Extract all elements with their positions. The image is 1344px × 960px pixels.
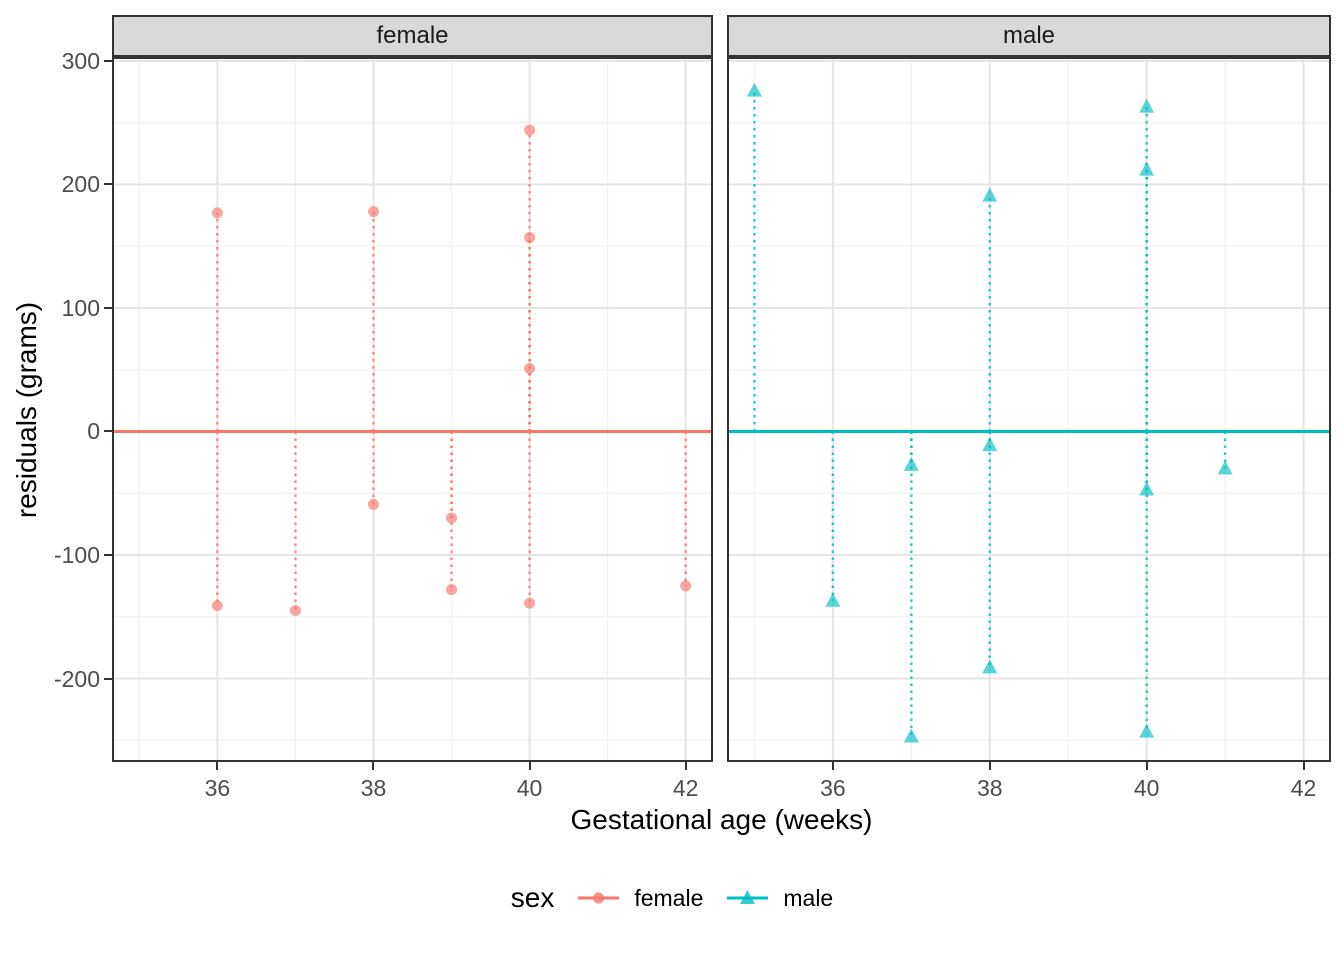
x-tick-label: 36 [204, 775, 231, 801]
panel-border [727, 57, 1331, 762]
y-tick-mark [104, 553, 112, 556]
y-axis-title: residuals (grams) [11, 301, 42, 519]
y-tick-mark [104, 677, 112, 680]
x-tick-label: 40 [516, 775, 543, 801]
facet-strip-label-female: female [376, 22, 449, 49]
x-tick-label: 40 [1133, 775, 1160, 801]
x-axis-title: Gestational age (weeks) [570, 804, 873, 835]
data-point [211, 600, 223, 612]
y-tick-label: 200 [61, 171, 100, 198]
legend-title: sex [510, 882, 555, 913]
data-point [446, 584, 458, 596]
legend-key-female-icon [578, 892, 620, 904]
panel-female [112, 57, 713, 762]
panel-border [112, 57, 713, 762]
data-point [1139, 161, 1155, 176]
data-point [746, 82, 762, 97]
data-point [524, 124, 536, 136]
legend-label-female: female [634, 884, 704, 911]
data-point [1217, 460, 1233, 475]
data-point [1139, 723, 1155, 738]
y-tick-label: -100 [53, 541, 100, 568]
data-point [903, 456, 919, 471]
data-point [680, 580, 692, 592]
data-point [1139, 98, 1155, 113]
y-tick-label: 300 [61, 47, 100, 74]
data-point [903, 728, 919, 743]
data-point [524, 362, 536, 374]
x-tick-label: 36 [820, 775, 846, 801]
y-tick-mark [104, 306, 112, 309]
facet-strip-label-male: male [1002, 22, 1056, 49]
data-point [825, 592, 841, 607]
data-point [446, 512, 458, 524]
x-tick-mark [988, 762, 991, 770]
data-point [1139, 481, 1155, 496]
legend-key-male-icon [727, 890, 769, 904]
y-tick-mark [104, 59, 112, 62]
x-tick-mark [216, 762, 219, 770]
legend-item-male: male [725, 885, 833, 912]
panel-male [727, 57, 1331, 762]
data-point [982, 659, 998, 674]
data-point [367, 206, 379, 218]
legend-label-male: male [783, 884, 834, 911]
data-point [524, 597, 536, 609]
facet-strip-female: female [112, 15, 713, 57]
x-tick-mark [372, 762, 375, 770]
y-tick-mark [104, 430, 112, 433]
y-tick-mark [104, 183, 112, 186]
data-point [289, 605, 301, 617]
x-tick-label: 38 [360, 775, 387, 801]
data-point [982, 437, 998, 452]
data-point [524, 232, 536, 244]
y-tick-label: -200 [53, 665, 100, 692]
y-tick-label: 0 [87, 418, 100, 445]
x-tick-label: 38 [976, 775, 1003, 801]
facet-strip-male: male [727, 15, 1331, 57]
x-tick-label: 42 [1290, 775, 1317, 801]
legend: sex female male [0, 882, 1344, 914]
x-tick-mark [1145, 762, 1148, 770]
x-tick-mark [1302, 762, 1305, 770]
x-tick-mark [831, 762, 834, 770]
data-point [367, 498, 379, 510]
y-tick-label: 100 [61, 294, 100, 321]
x-tick-label: 42 [672, 775, 699, 801]
x-tick-mark [528, 762, 531, 770]
data-point [211, 207, 223, 219]
data-point [982, 187, 998, 202]
x-tick-mark [684, 762, 687, 770]
legend-item-female: female [576, 885, 703, 912]
